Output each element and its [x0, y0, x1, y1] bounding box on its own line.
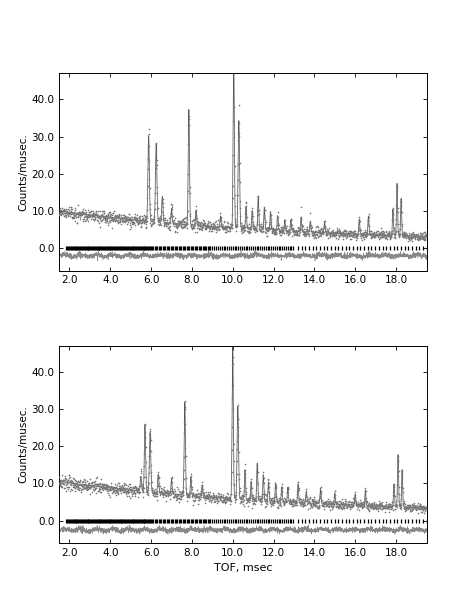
Y-axis label: Counts/musec.: Counts/musec. [18, 405, 28, 483]
Y-axis label: Counts/musec.: Counts/musec. [18, 133, 28, 211]
X-axis label: TOF, msec: TOF, msec [214, 563, 272, 573]
